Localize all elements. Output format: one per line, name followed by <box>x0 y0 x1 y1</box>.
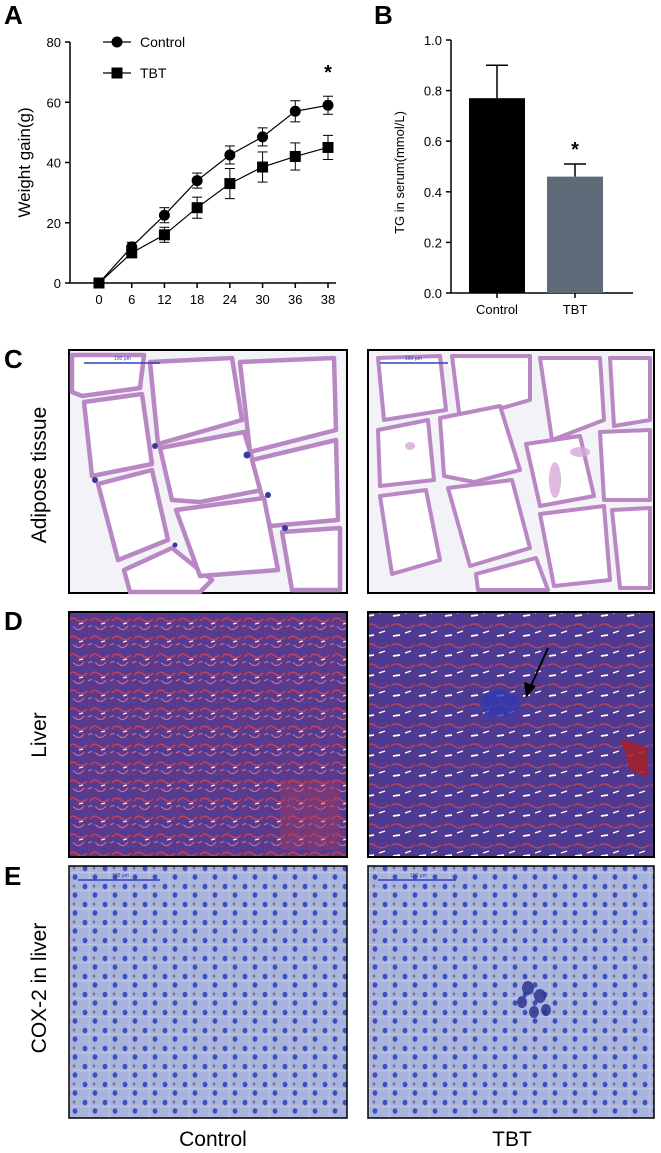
adipose-tbt-image: 100 μm <box>367 349 655 594</box>
x-tick-label: 38 <box>321 292 335 307</box>
scale-bar-label: 100 μm <box>405 356 422 362</box>
y-tick-label: 0.0 <box>424 286 442 301</box>
scale-bar-label: 100 μm <box>112 873 129 879</box>
tg-serum-bar-chart: 0.0 0.2 0.4 0.6 0.8 1.0 TG in serum(mmol/L) Con… <box>392 33 633 317</box>
x-tick-label: 30 <box>255 292 269 307</box>
y-tick-label: 0.4 <box>424 185 442 200</box>
weight-gain-line-chart: 0 20 40 60 80 0 6 12 18 24 30 36 38 Weight gain(g) Con… <box>15 34 336 307</box>
scale-bar-label: 100 μm <box>410 873 427 879</box>
series-line-control <box>98 104 329 284</box>
significance-marker: * <box>324 62 332 84</box>
cox2-liver-row: E COX-2 in liver 100 μm 100 μm <box>4 861 655 1119</box>
data-point-tbt <box>289 150 301 162</box>
data-point-control <box>158 209 170 221</box>
liver-row: D Liver <box>4 606 655 858</box>
y-tick-label: 60 <box>47 95 61 110</box>
legend-label: Control <box>140 34 185 50</box>
data-point-tbt <box>224 178 236 190</box>
y-axis-label: Weight gain(g) <box>15 107 34 217</box>
cox2-positive-cluster <box>517 981 551 1018</box>
data-point-tbt <box>322 141 334 153</box>
data-point-tbt <box>257 161 269 173</box>
y-axis-label: TG in serum(mmol/L) <box>392 111 407 234</box>
panel-letter-e: E <box>4 861 21 891</box>
y-tick-label: 0.2 <box>424 235 442 250</box>
y-tick-label: 80 <box>47 35 61 50</box>
data-point-control <box>257 131 269 143</box>
row-label-adipose: Adipose tissue <box>28 407 51 544</box>
bar-tbt <box>547 176 603 293</box>
y-tick-label: 0.6 <box>424 134 442 149</box>
data-point-control <box>191 175 203 187</box>
inflammatory-cell-cluster <box>480 690 520 718</box>
y-tick-label: 0.8 <box>424 84 442 99</box>
x-tick-label: 18 <box>190 292 204 307</box>
liver-tbt-image <box>367 611 655 858</box>
panel-letter-b: B <box>374 0 393 30</box>
liver-control-image <box>68 611 348 858</box>
panel-letter-a: A <box>4 0 23 30</box>
y-tick-label: 40 <box>47 156 61 171</box>
x-tick-label: 0 <box>95 292 102 307</box>
y-tick-label: 0 <box>54 276 61 291</box>
row-label-liver: Liver <box>28 712 51 758</box>
legend-label: TBT <box>140 65 167 81</box>
column-label-control: Control <box>179 1128 247 1151</box>
row-label-cox2: COX-2 in liver <box>28 923 51 1054</box>
data-point-tbt <box>93 277 105 289</box>
column-label-tbt: TBT <box>492 1128 532 1151</box>
x-tick-label: 12 <box>157 292 171 307</box>
legend-marker <box>111 36 123 48</box>
legend-marker <box>111 67 123 79</box>
cox2-tbt-image: 100 μm <box>367 865 655 1119</box>
adipose-tissue-row: C Adipose tissue 100 μm <box>4 344 655 595</box>
x-tick-label: 36 <box>288 292 302 307</box>
x-tick-label: 24 <box>223 292 237 307</box>
data-point-control <box>322 99 334 111</box>
panel-letter-d: D <box>4 606 23 636</box>
cox2-control-image: 100 μm <box>68 865 348 1119</box>
x-tick-label: Control <box>476 302 518 317</box>
y-tick-label: 1.0 <box>424 33 442 48</box>
data-point-control <box>224 149 236 161</box>
x-tick-label: TBT <box>563 302 588 317</box>
data-point-tbt <box>158 229 170 241</box>
scale-bar-label: 100 μm <box>114 356 131 362</box>
x-tick-label: 6 <box>128 292 135 307</box>
data-point-tbt <box>126 247 138 259</box>
panel-letter-c: C <box>4 344 23 374</box>
y-tick-label: 20 <box>47 216 61 231</box>
adipose-control-image: 100 μm <box>68 349 348 595</box>
bar-control <box>469 98 525 293</box>
data-point-control <box>289 105 301 117</box>
data-point-tbt <box>191 202 203 214</box>
significance-marker: * <box>571 139 579 161</box>
arrow-icon <box>524 647 549 698</box>
